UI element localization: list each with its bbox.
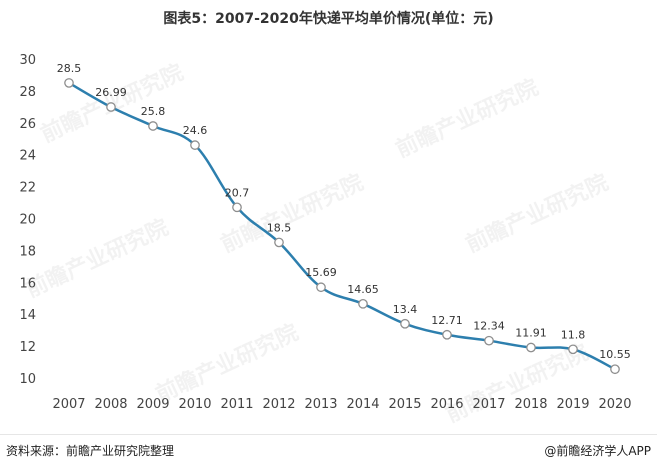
x-tick-label: 2013 <box>304 397 337 412</box>
footer: 资料来源：前瞻产业研究院整理 @前瞻经济学人APP <box>0 434 657 466</box>
watermark-text: 前瞻产业研究院 <box>22 214 173 303</box>
y-tick-label: 22 <box>19 181 36 196</box>
data-point <box>442 329 452 340</box>
data-label: 13.4 <box>393 303 418 316</box>
x-tick-label: 2014 <box>346 397 379 412</box>
y-tick-label: 14 <box>19 308 36 323</box>
y-tick-label: 16 <box>19 276 36 291</box>
watermark-text: 前瞻产业研究院 <box>462 169 613 258</box>
x-tick-label: 2010 <box>178 397 211 412</box>
x-tick-label: 2015 <box>388 397 421 412</box>
y-tick-label: 30 <box>19 53 36 68</box>
data-labels: 28.5 26.99 25.8 24.6 20.7 18.5 15.69 14.65 13.4 1… <box>57 62 631 361</box>
y-tick-label: 20 <box>19 213 36 228</box>
y-tick-label: 12 <box>19 340 36 355</box>
data-point <box>64 78 74 88</box>
data-label: 24.6 <box>183 124 208 137</box>
footer-divider <box>0 434 657 435</box>
data-label: 26.99 <box>95 86 127 99</box>
data-point <box>274 237 284 248</box>
credit-note: @前瞻经济学人APP <box>544 444 651 458</box>
data-point <box>316 282 326 293</box>
chart-title: 图表5：2007-2020年快递平均单价情况(单位：元) <box>163 11 494 27</box>
data-label: 12.34 <box>473 320 505 333</box>
x-axis: 2007 2008 2009 2010 2011 2012 2013 2014 2015 2016… <box>52 397 631 412</box>
data-label: 18.5 <box>267 221 292 234</box>
data-label: 11.91 <box>515 327 547 340</box>
data-label: 14.65 <box>347 283 379 296</box>
x-tick-label: 2017 <box>472 397 505 412</box>
x-tick-label: 2018 <box>514 397 547 412</box>
data-point <box>610 364 620 375</box>
y-tick-label: 26 <box>19 117 36 132</box>
x-tick-label: 2008 <box>94 397 127 412</box>
data-point <box>568 344 578 355</box>
x-tick-label: 2007 <box>52 397 85 412</box>
y-tick-label: 28 <box>19 85 36 100</box>
x-tick-label: 2020 <box>598 397 631 412</box>
y-tick-label: 18 <box>19 244 36 259</box>
data-label: 15.69 <box>305 266 337 279</box>
data-label: 20.7 <box>225 186 250 199</box>
data-point <box>400 318 410 329</box>
x-tick-label: 2011 <box>220 397 253 412</box>
watermark-text: 前瞻产业研究院 <box>217 169 368 258</box>
x-tick-label: 2012 <box>262 397 295 412</box>
x-tick-label: 2019 <box>556 397 589 412</box>
data-point <box>148 121 158 131</box>
y-tick-label: 24 <box>19 149 36 164</box>
data-label: 12.71 <box>431 314 463 327</box>
data-label: 11.8 <box>561 328 586 341</box>
data-label: 10.55 <box>599 348 631 361</box>
data-point <box>190 140 200 150</box>
watermark-text: 前瞻产业研究院 <box>152 319 303 408</box>
x-tick-label: 2009 <box>136 397 169 412</box>
data-point <box>232 202 242 213</box>
data-markers <box>64 78 620 375</box>
data-point <box>484 335 494 346</box>
data-point <box>526 342 536 353</box>
data-point <box>358 298 368 309</box>
y-axis: 10 12 14 16 18 20 22 24 26 28 30 <box>19 53 36 387</box>
y-tick-label: 10 <box>19 372 36 387</box>
data-label: 25.8 <box>141 105 166 118</box>
data-point <box>106 102 116 112</box>
data-label: 28.5 <box>57 62 82 75</box>
x-tick-label: 2016 <box>430 397 463 412</box>
watermark-text: 前瞻产业研究院 <box>392 74 543 163</box>
source-note: 资料来源：前瞻产业研究院整理 <box>6 444 175 458</box>
